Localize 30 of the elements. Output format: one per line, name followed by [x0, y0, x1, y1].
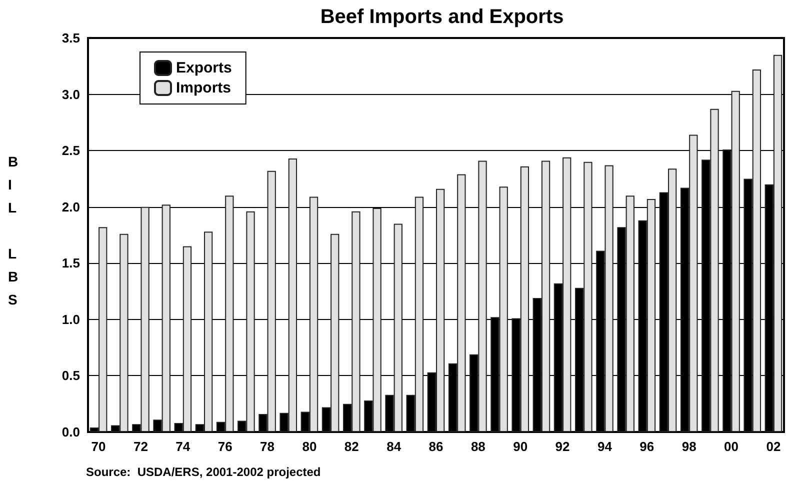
x-tick-label: 82 — [344, 439, 359, 454]
y-tick-label: 0.0 — [62, 424, 80, 440]
legend-label: Exports — [176, 60, 232, 76]
x-tick-label: 76 — [218, 439, 232, 454]
x-tick-label: 00 — [724, 439, 739, 454]
y-tick-label: 1.5 — [62, 256, 80, 271]
x-tick-label: 80 — [302, 439, 317, 454]
x-tick-label: 74 — [176, 439, 191, 454]
chart-title: Beef Imports and Exports — [320, 6, 564, 28]
y-tick-label: 1.0 — [62, 312, 80, 327]
x-tick-label: 92 — [555, 439, 570, 454]
y-tick-label: 3.0 — [62, 86, 80, 102]
x-tick-label: 70 — [91, 439, 106, 454]
x-tick-label: 86 — [428, 439, 444, 454]
x-tick-label: 90 — [513, 439, 528, 454]
x-tick-label: 88 — [470, 439, 486, 454]
source-note: Source: USDA/ERS, 2001-2002 projected — [86, 465, 321, 479]
x-tick-label: 84 — [386, 439, 402, 454]
x-tick-label: 02 — [766, 439, 781, 454]
legend-label: Imports — [176, 80, 232, 96]
y-tick-label: 3.5 — [62, 30, 80, 46]
y-tick-label: 2.0 — [62, 199, 80, 214]
x-tick-label: 94 — [597, 439, 613, 454]
x-tick-label: 96 — [640, 439, 654, 454]
y-tick-label: 0.5 — [62, 368, 80, 384]
x-tick-label: 98 — [682, 439, 696, 454]
x-tick-label: 78 — [260, 439, 275, 454]
text: BIL LBS — [8, 154, 18, 308]
y-tick-label: 2.5 — [62, 143, 80, 158]
x-tick-label: 72 — [133, 439, 148, 454]
